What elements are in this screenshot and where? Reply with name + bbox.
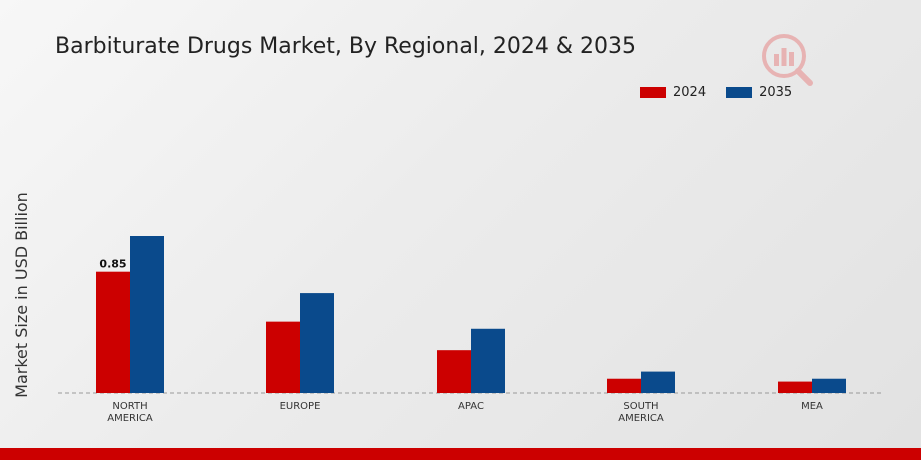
legend-label-2035: 2035 bbox=[759, 84, 793, 100]
x-tick-label-2-0: APAC bbox=[458, 401, 484, 412]
bar-2024-4 bbox=[778, 381, 812, 393]
bar-2035-2 bbox=[471, 328, 505, 393]
data-label-0: 0.85 bbox=[99, 258, 126, 271]
market-research-logo-icon bbox=[762, 34, 813, 86]
legend-item-2035: 2035 bbox=[726, 85, 792, 100]
bar-2024-2 bbox=[437, 350, 471, 393]
legend-swatch-2035 bbox=[726, 86, 753, 98]
legend-item-2024: 2024 bbox=[640, 85, 706, 100]
legend-swatch-2024 bbox=[640, 86, 666, 98]
x-tick-label-1-0: EUROPE bbox=[280, 401, 321, 412]
chart-title: Barbiturate Drugs Market, By Regional, 2… bbox=[55, 34, 637, 59]
bar-2024-0 bbox=[96, 271, 130, 393]
bar-2035-3 bbox=[641, 371, 675, 393]
bar-2024-3 bbox=[607, 378, 641, 393]
x-tick-label-3-0: SOUTH bbox=[623, 401, 658, 412]
chart-panel: Barbiturate Drugs Market, By Regional, 2… bbox=[0, 0, 921, 448]
x-tick-label-0-1: AMERICA bbox=[107, 413, 153, 424]
bar-2035-4 bbox=[812, 378, 846, 393]
footer-bar bbox=[0, 448, 921, 460]
legend-label-2024: 2024 bbox=[673, 84, 707, 100]
x-tick-label-4-0: MEA bbox=[801, 401, 823, 412]
chart-legend: 2024 2035 bbox=[640, 83, 812, 101]
x-tick-label-3-1: AMERICA bbox=[618, 413, 664, 424]
bar-2035-1 bbox=[300, 293, 334, 393]
bar-2024-1 bbox=[266, 321, 300, 393]
bar-2035-0 bbox=[130, 236, 164, 393]
x-tick-label-0-0: NORTH bbox=[112, 401, 147, 412]
